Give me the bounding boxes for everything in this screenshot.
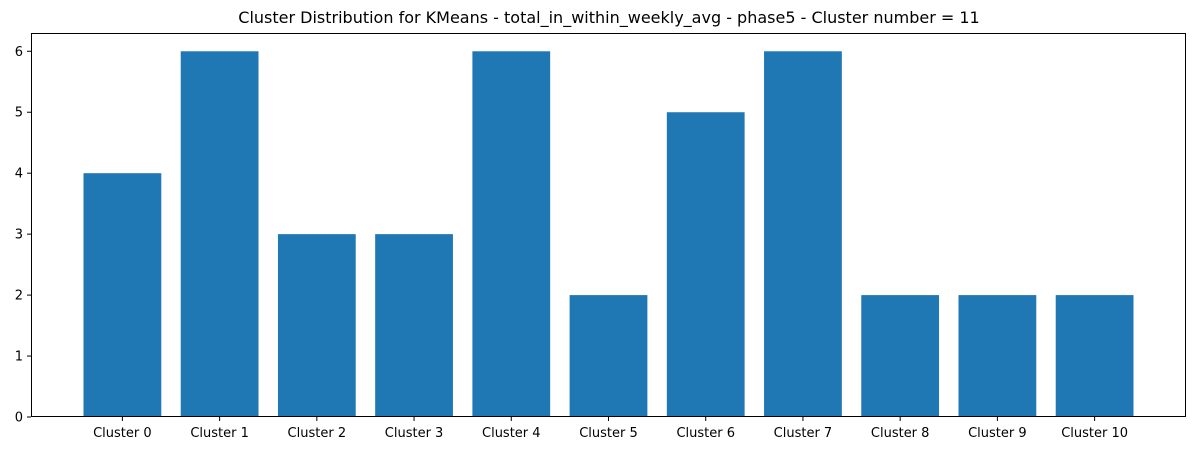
- bar-cluster-4: [472, 51, 551, 418]
- bar-cluster-7: [764, 51, 842, 418]
- bar-cluster-9: [958, 295, 1037, 417]
- chart-title: Cluster Distribution for KMeans - total_…: [238, 8, 979, 28]
- x-tick-label: Cluster 10: [1061, 426, 1128, 441]
- bar-cluster-6: [666, 112, 745, 417]
- y-tick-label: 0: [15, 411, 23, 426]
- x-tick-label: Cluster 8: [871, 426, 930, 441]
- plot-frame: [31, 33, 1186, 417]
- x-tick-label: Cluster 3: [385, 426, 444, 441]
- bar-cluster-10: [1055, 295, 1134, 417]
- bar-cluster-2: [277, 234, 356, 417]
- y-tick-label: 4: [15, 167, 23, 182]
- bar-cluster-3: [375, 234, 453, 417]
- x-tick-label: Cluster 7: [774, 426, 833, 441]
- y-tick-label: 5: [15, 106, 23, 121]
- y-tick-label: 3: [15, 228, 23, 243]
- x-tick-label: Cluster 5: [579, 426, 638, 441]
- y-axis: 0 1 2 3 4 5 6: [15, 45, 31, 426]
- x-tick-label: Cluster 1: [190, 426, 249, 441]
- x-tick-label: Cluster 2: [288, 426, 347, 441]
- bar-cluster-0: [83, 173, 162, 417]
- x-axis: Cluster 0 Cluster 1 Cluster 2 Cluster 3 Clus…: [93, 417, 1128, 441]
- x-tick-label: Cluster 6: [676, 426, 735, 441]
- y-tick-label: 6: [15, 45, 23, 60]
- bar-cluster-1: [180, 51, 259, 418]
- bars-group: [83, 51, 1134, 418]
- y-tick-label: 1: [15, 350, 23, 365]
- bar-cluster-5: [569, 295, 648, 417]
- x-tick-label: Cluster 9: [968, 426, 1027, 441]
- x-tick-label: Cluster 4: [482, 426, 541, 441]
- bar-cluster-8: [861, 295, 940, 417]
- y-tick-label: 2: [15, 289, 23, 304]
- x-tick-label: Cluster 0: [93, 426, 152, 441]
